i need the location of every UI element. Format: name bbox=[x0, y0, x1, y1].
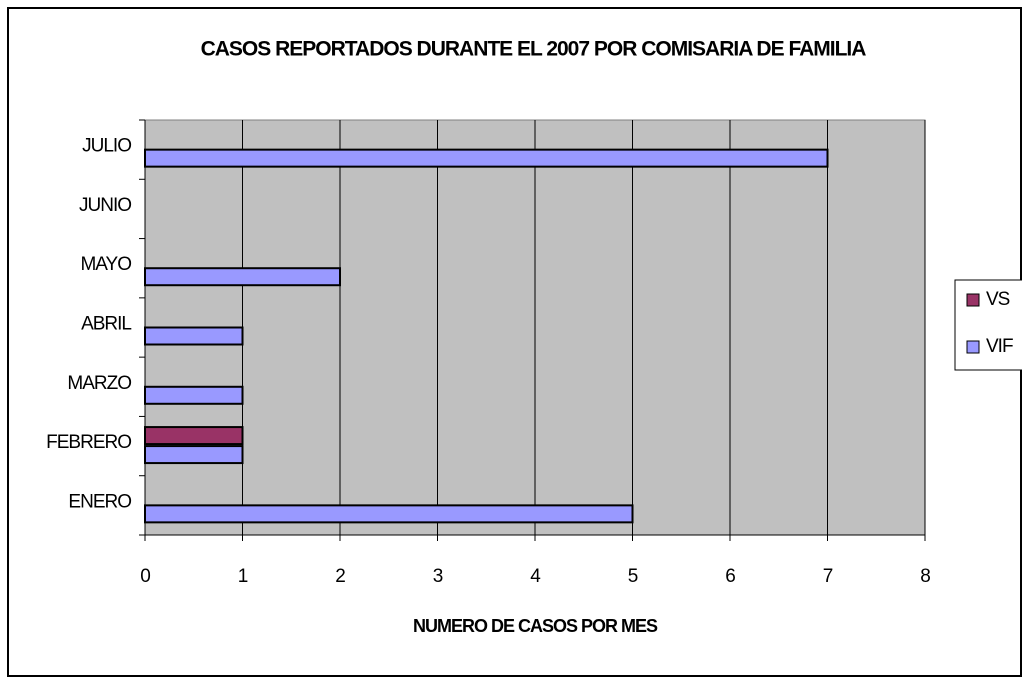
y-tick-label: MARZO bbox=[67, 373, 131, 394]
y-tick-label: FEBRERO bbox=[46, 432, 131, 453]
bar bbox=[144, 385, 244, 405]
x-tick-label: 5 bbox=[628, 566, 638, 587]
bar bbox=[144, 504, 634, 524]
y-tick-label: JULIO bbox=[82, 136, 131, 157]
legend-box bbox=[954, 279, 1022, 371]
bar bbox=[144, 267, 341, 287]
legend-label: VIF bbox=[986, 336, 1013, 357]
x-tick-label: 1 bbox=[238, 566, 248, 587]
legend-swatch bbox=[966, 340, 980, 354]
bar bbox=[144, 426, 244, 446]
bar bbox=[144, 326, 244, 346]
chart-title: CASOS REPORTADOS DURANTE EL 2007 POR COM… bbox=[201, 38, 867, 61]
x-tick-label: 6 bbox=[725, 566, 735, 587]
y-tick-label: JUNIO bbox=[79, 195, 131, 216]
y-tick-label: ENERO bbox=[68, 491, 131, 512]
x-axis-label: NUMERO DE CASOS POR MES bbox=[413, 616, 658, 636]
bar bbox=[144, 148, 829, 168]
y-tick-label: ABRIL bbox=[81, 314, 131, 335]
x-tick-label: 8 bbox=[920, 566, 930, 587]
bar bbox=[144, 445, 244, 465]
x-tick-label: 2 bbox=[335, 566, 345, 587]
legend-label: VS bbox=[986, 289, 1010, 310]
x-tick-label: 0 bbox=[140, 566, 150, 587]
x-tick-label: 4 bbox=[530, 566, 541, 587]
y-tick-label: MAYO bbox=[80, 254, 131, 275]
x-tick-label: 3 bbox=[433, 566, 443, 587]
x-tick-label: 7 bbox=[823, 566, 833, 587]
legend-swatch bbox=[966, 293, 980, 307]
